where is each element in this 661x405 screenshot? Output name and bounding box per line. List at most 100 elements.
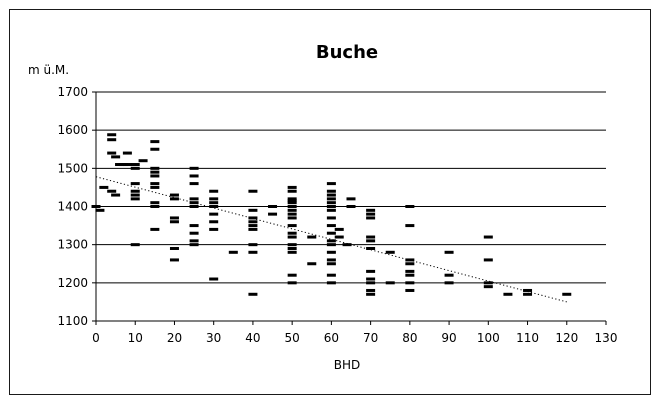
y-tick-label-0: 1100 xyxy=(57,314,88,328)
data-point-14 xyxy=(130,166,140,170)
x-tick-label-3: 30 xyxy=(206,331,221,345)
data-point-96 xyxy=(326,239,336,243)
x-tick-labels: 0 10 20 30 40 50 60 70 80 90 100 110 120 130 xyxy=(92,321,617,345)
data-point-36 xyxy=(169,258,179,262)
data-point-130 xyxy=(444,273,454,277)
data-point-21 xyxy=(150,140,160,144)
data-point-60 xyxy=(248,224,258,228)
data-point-49 xyxy=(209,201,219,205)
data-point-55 xyxy=(228,250,238,254)
data-point-76 xyxy=(287,224,297,228)
data-point-61 xyxy=(248,227,258,231)
data-point-4 xyxy=(107,138,117,142)
data-point-54 xyxy=(209,277,219,281)
data-point-47 xyxy=(209,189,219,193)
chart-frame: Buche m ü.M. BHD 0 10 20 30 40 50 60 70 80 90 100 1… xyxy=(9,9,651,395)
data-point-50 xyxy=(209,205,219,208)
data-point-25 xyxy=(150,174,160,178)
data-point-128 xyxy=(405,288,415,292)
x-tick-label-1: 10 xyxy=(128,331,143,345)
data-point-59 xyxy=(248,220,258,224)
data-point-111 xyxy=(366,235,376,239)
data-point-52 xyxy=(209,220,219,224)
data-point-134 xyxy=(483,281,493,285)
data-point-119 xyxy=(385,250,395,254)
data-point-77 xyxy=(287,231,297,235)
data-point-48 xyxy=(209,197,219,201)
data-point-133 xyxy=(483,258,493,262)
data-point-44 xyxy=(189,231,199,235)
data-point-18 xyxy=(130,197,140,201)
data-point-46 xyxy=(189,243,199,247)
data-point-131 xyxy=(444,281,454,285)
y-tick-label-6: 1700 xyxy=(57,85,88,99)
data-point-56 xyxy=(248,189,258,193)
data-point-64 xyxy=(248,292,258,296)
data-point-51 xyxy=(209,212,219,216)
data-point-23 xyxy=(150,166,160,170)
x-tick-label-5: 50 xyxy=(285,331,300,345)
data-point-45 xyxy=(189,239,199,243)
data-point-65 xyxy=(268,205,278,208)
data-point-112 xyxy=(366,239,376,243)
data-point-3 xyxy=(107,133,117,137)
data-point-11 xyxy=(122,151,132,155)
data-point-38 xyxy=(189,174,199,178)
data-point-15 xyxy=(130,182,140,186)
data-point-92 xyxy=(326,208,336,212)
data-point-74 xyxy=(287,212,297,216)
data-point-8 xyxy=(111,193,121,197)
data-point-31 xyxy=(169,193,179,197)
data-point-135 xyxy=(483,285,493,289)
data-point-62 xyxy=(248,243,258,247)
data-point-90 xyxy=(326,201,336,205)
data-point-116 xyxy=(366,281,376,285)
data-point-93 xyxy=(326,216,336,220)
data-point-29 xyxy=(150,205,160,208)
x-tick-label-2: 20 xyxy=(167,331,182,345)
y-tick-label-4: 1500 xyxy=(57,161,88,175)
data-points xyxy=(91,133,572,296)
data-point-107 xyxy=(346,205,356,208)
data-point-104 xyxy=(334,235,344,239)
data-point-113 xyxy=(366,246,376,250)
data-point-109 xyxy=(366,212,376,216)
x-tick-label-7: 70 xyxy=(363,331,378,345)
data-point-17 xyxy=(130,193,140,197)
x-tick-label-6: 60 xyxy=(324,331,339,345)
data-point-42 xyxy=(189,205,199,208)
x-tick-label-13: 130 xyxy=(595,331,618,345)
data-point-13 xyxy=(130,163,140,167)
data-point-105 xyxy=(342,243,352,247)
data-point-19 xyxy=(130,243,140,247)
data-point-70 xyxy=(287,199,297,203)
data-point-0 xyxy=(91,205,101,208)
data-point-7 xyxy=(111,155,121,159)
y-tick-labels: 1100 1200 1300 1400 1500 1600 1700 xyxy=(57,85,96,328)
chart-canvas: Buche m ü.M. BHD 0 10 20 30 40 50 60 70 80 90 100 1… xyxy=(28,42,617,372)
data-point-67 xyxy=(287,185,297,189)
data-point-30 xyxy=(150,227,160,231)
y-axis-label: m ü.M. xyxy=(28,63,69,77)
data-point-66 xyxy=(268,212,278,216)
data-point-75 xyxy=(287,216,297,220)
x-axis-label: BHD xyxy=(334,358,361,372)
data-point-81 xyxy=(287,250,297,254)
data-point-137 xyxy=(523,288,533,292)
y-tick-label-2: 1300 xyxy=(57,238,88,252)
data-point-26 xyxy=(150,182,160,186)
data-point-124 xyxy=(405,262,415,266)
data-point-129 xyxy=(444,250,454,254)
data-point-28 xyxy=(150,201,160,205)
y-tick-label-1: 1200 xyxy=(57,276,88,290)
data-point-114 xyxy=(366,269,376,273)
data-point-68 xyxy=(287,189,297,193)
data-point-71 xyxy=(287,201,297,205)
data-point-138 xyxy=(523,292,533,296)
data-point-39 xyxy=(189,182,199,186)
data-point-58 xyxy=(248,216,258,220)
data-point-35 xyxy=(169,246,179,250)
data-point-34 xyxy=(169,220,179,224)
data-point-33 xyxy=(169,216,179,220)
data-point-12 xyxy=(122,163,132,167)
